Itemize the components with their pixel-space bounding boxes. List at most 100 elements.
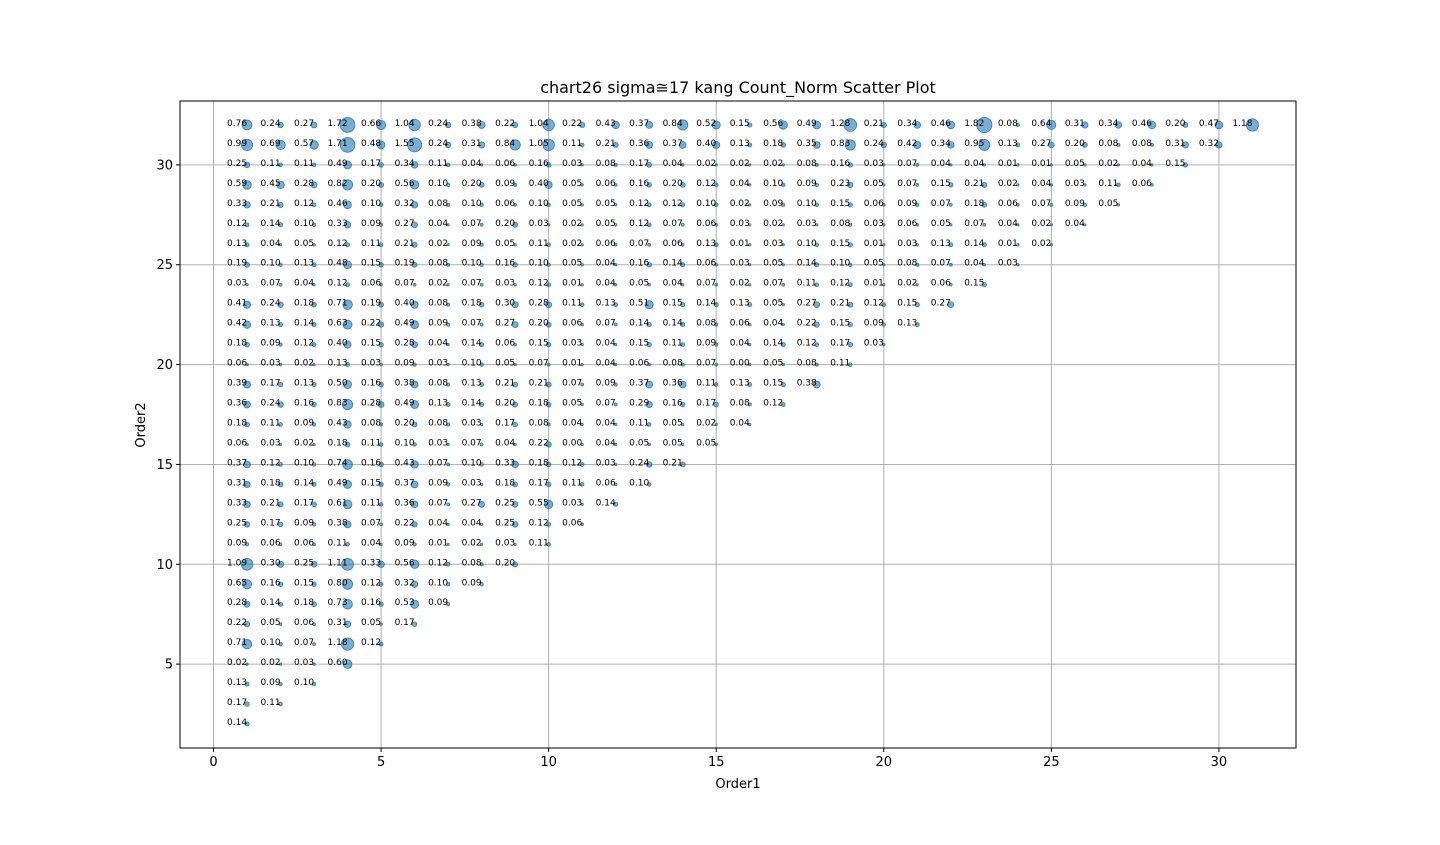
data-label: 0.03 [730, 219, 750, 229]
data-point [1150, 163, 1154, 167]
data-label: 0.08 [797, 359, 817, 369]
data-label: 0.51 [629, 299, 649, 309]
data-point [814, 262, 820, 268]
data-label: 0.03 [227, 279, 247, 289]
data-point [915, 163, 920, 167]
data-label: 0.09 [696, 339, 716, 349]
data-label: 0.02 [730, 199, 750, 209]
data-label: 0.08 [361, 419, 381, 429]
data-label: 0.13 [998, 139, 1018, 149]
data-label: 0.02 [763, 219, 783, 229]
data-point [411, 521, 418, 528]
data-point [1116, 163, 1120, 167]
data-label: 0.04 [964, 259, 984, 269]
data-label: 0.12 [629, 219, 649, 229]
data-label: 0.14 [294, 319, 314, 329]
data-point [377, 401, 385, 408]
data-label: 0.08 [428, 419, 448, 429]
data-point [882, 203, 886, 207]
data-point [814, 242, 819, 247]
data-point [312, 442, 316, 447]
data-label: 0.06 [596, 239, 616, 249]
data-point [813, 141, 821, 149]
data-label: 0.01 [864, 279, 884, 289]
data-point [311, 322, 317, 328]
data-point [579, 121, 586, 129]
data-label: 0.48 [361, 139, 381, 149]
data-point [646, 202, 652, 208]
data-label: 0.13 [730, 379, 750, 389]
data-label: 0.07 [663, 219, 683, 229]
data-point [513, 182, 518, 187]
data-point [679, 181, 686, 188]
data-label: 0.10 [462, 199, 482, 209]
data-point [513, 362, 517, 367]
data-point [275, 139, 286, 151]
y-tick-label: 5 [165, 658, 173, 673]
data-point [241, 639, 253, 650]
data-label: 0.28 [395, 339, 415, 349]
data-point [378, 581, 384, 587]
data-point [546, 362, 551, 367]
data-label: 0.03 [261, 359, 281, 369]
data-point [512, 401, 519, 408]
data-label: 0.03 [495, 538, 515, 548]
data-label: 0.16 [361, 598, 381, 608]
data-label: 0.11 [261, 159, 281, 169]
data-label: 0.02 [227, 658, 247, 668]
data-label: 0.21 [596, 139, 616, 149]
data-label: 0.03 [294, 658, 314, 668]
data-point [310, 561, 318, 568]
data-label: 0.32 [395, 578, 415, 588]
data-point [341, 557, 354, 571]
data-label: 0.46 [931, 119, 951, 129]
data-label: 0.24 [428, 139, 448, 149]
data-point [646, 182, 652, 188]
data-label: 0.08 [462, 558, 482, 568]
data-point [646, 342, 652, 348]
data-point [781, 243, 785, 247]
data-point [814, 182, 819, 187]
data-label: 0.11 [830, 359, 850, 369]
data-label: 0.06 [864, 199, 884, 209]
data-label: 0.20 [395, 419, 415, 429]
data-point [646, 461, 653, 468]
data-label: 0.06 [261, 538, 281, 548]
data-label: 0.04 [730, 339, 750, 349]
data-point [1049, 183, 1053, 187]
data-point [513, 283, 517, 287]
data-label: 0.11 [562, 478, 582, 488]
data-point [479, 442, 484, 447]
data-point [446, 602, 451, 607]
data-point [644, 300, 654, 310]
data-point [713, 302, 719, 308]
data-label: 0.04 [596, 359, 616, 369]
data-point [646, 262, 652, 268]
data-point [312, 622, 316, 626]
data-point [278, 641, 283, 647]
data-point [244, 261, 250, 268]
data-point [544, 180, 553, 189]
data-point [1081, 142, 1088, 148]
data-point [511, 321, 519, 328]
data-label: 0.02 [763, 159, 783, 169]
data-point [545, 301, 553, 309]
data-label: 0.14 [797, 259, 817, 269]
data-point [243, 500, 251, 509]
data-label: 0.13 [931, 239, 951, 249]
data-label: 0.22 [395, 518, 415, 528]
data-label: 0.31 [227, 478, 247, 488]
data-point [244, 721, 250, 727]
data-label: 0.17 [696, 399, 716, 409]
data-point [410, 480, 419, 489]
data-label: 0.05 [495, 239, 515, 249]
data-point [240, 557, 254, 571]
data-label: 0.12 [361, 638, 381, 648]
y-tick-label: 15 [156, 458, 173, 473]
data-label: 0.06 [596, 179, 616, 189]
data-label: 0.13 [261, 319, 281, 329]
data-point [446, 302, 451, 307]
data-point [781, 323, 785, 327]
data-label: 0.06 [562, 518, 582, 528]
data-label: 0.10 [529, 199, 549, 209]
